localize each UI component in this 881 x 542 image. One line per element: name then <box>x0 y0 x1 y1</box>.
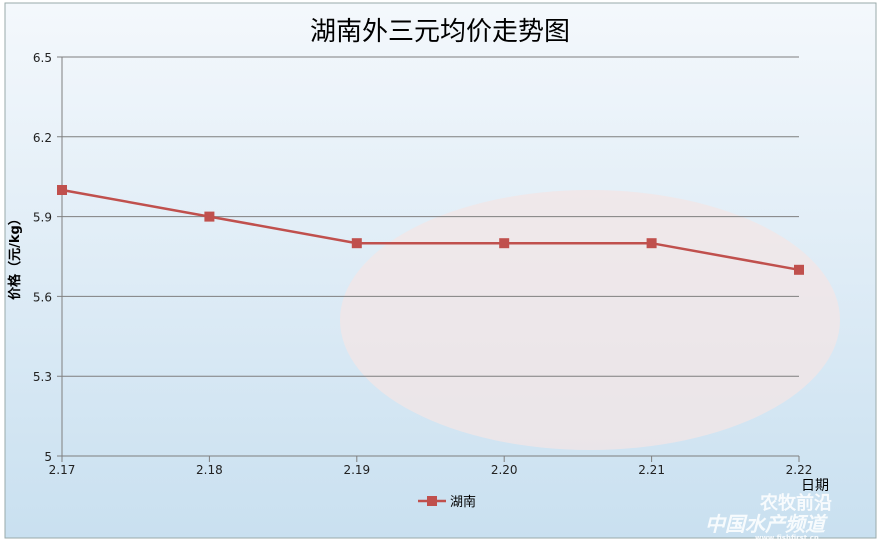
y-axis-label: 价格（元/kg） <box>7 212 23 300</box>
legend-marker <box>427 496 437 506</box>
chart-title: 湖南外三元均价走势图 <box>310 17 570 47</box>
data-point <box>57 185 67 195</box>
x-axis-label: 日期 <box>801 478 829 494</box>
y-tick-label: 6.2 <box>33 131 52 145</box>
series-line <box>61 188 800 272</box>
data-point <box>204 211 215 222</box>
x-tick-label: 2.21 <box>638 463 665 477</box>
y-tick-label: 6.5 <box>33 51 52 65</box>
pig-image <box>340 190 840 450</box>
legend: 湖南 <box>418 494 476 510</box>
x-tick-label: 2.18 <box>196 463 223 477</box>
x-tick-label: 2.19 <box>343 463 370 477</box>
watermark-line2: 中国水产频道 <box>705 512 825 536</box>
data-point <box>499 238 510 249</box>
y-tick-label: 5 <box>44 450 52 464</box>
y-tick-label: 5.9 <box>33 211 52 225</box>
x-tick-label: 2.20 <box>491 463 518 477</box>
watermark-line3: www.fishfirst.cn <box>755 534 819 542</box>
data-point <box>646 238 657 249</box>
legend-label: 湖南 <box>450 494 476 510</box>
data-point <box>794 264 804 275</box>
data-point <box>351 238 362 249</box>
y-tick-label: 5.3 <box>33 370 52 384</box>
x-tick-label: 2.22 <box>786 463 813 477</box>
y-tick-label: 5.6 <box>33 290 52 304</box>
watermark-line1: 农牧前沿 <box>760 493 832 514</box>
x-tick-label: 2.17 <box>49 463 76 477</box>
